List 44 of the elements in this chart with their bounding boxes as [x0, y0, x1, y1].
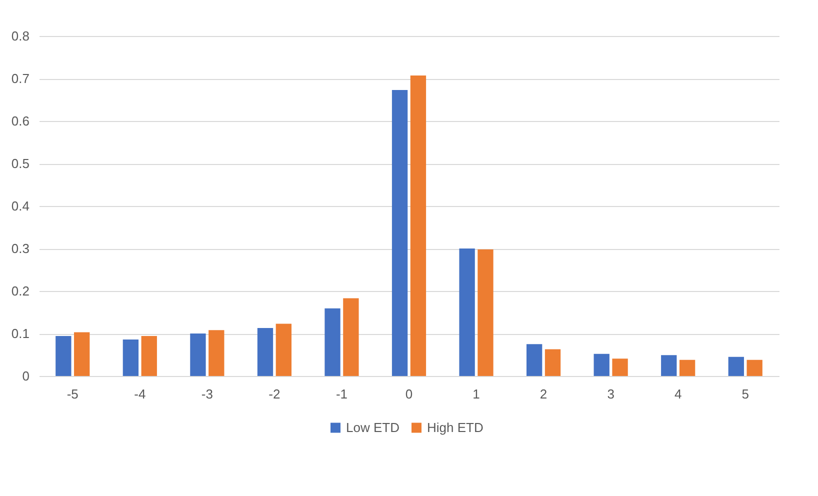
- bar: [661, 355, 677, 376]
- y-tick-label: 0.1: [11, 326, 30, 341]
- x-tick-label: 2: [540, 386, 548, 402]
- y-tick-label: 0.3: [11, 241, 30, 256]
- bar: [74, 332, 90, 376]
- x-tick-label: -3: [201, 386, 213, 402]
- bar: [324, 308, 340, 376]
- legend-label: High ETD: [427, 420, 484, 435]
- bar: [594, 354, 610, 376]
- bar: [526, 344, 542, 376]
- x-tick-label: -2: [268, 386, 280, 402]
- x-tick-label: -5: [66, 386, 78, 402]
- bar: [612, 358, 628, 376]
- x-tick-label: 3: [607, 386, 614, 402]
- bar: [56, 336, 72, 376]
- bar: [190, 334, 206, 376]
- bar: [746, 360, 762, 376]
- x-tick-label: -4: [134, 386, 146, 402]
- legend-label: Low ETD: [346, 420, 400, 435]
- bar: [679, 360, 696, 376]
- bar: [343, 298, 359, 376]
- x-tick-label: -1: [336, 386, 348, 402]
- x-tick-label: 5: [742, 386, 749, 402]
- bar: [544, 349, 561, 376]
- bar: [459, 248, 475, 376]
- bar: [141, 336, 157, 376]
- y-tick-label: 0.5: [11, 156, 30, 171]
- x-tick-label: 1: [472, 386, 480, 402]
- bar: [122, 339, 139, 376]
- x-tick-label: 0: [405, 386, 413, 402]
- bar: [208, 330, 224, 376]
- bar: [276, 324, 292, 376]
- bar: [478, 249, 494, 376]
- bar: [728, 356, 744, 376]
- y-tick-label: 0.7: [11, 71, 30, 86]
- y-tick-label: 0.8: [11, 28, 30, 44]
- bar: [392, 90, 408, 376]
- bar: [257, 328, 274, 376]
- y-tick-label: 0.4: [11, 198, 30, 214]
- x-tick-label: 4: [674, 386, 682, 402]
- bar: [410, 76, 426, 376]
- y-tick-label: 0: [22, 368, 30, 384]
- y-tick-label: 0.2: [11, 284, 30, 298]
- y-tick-label: 0.6: [11, 114, 30, 128]
